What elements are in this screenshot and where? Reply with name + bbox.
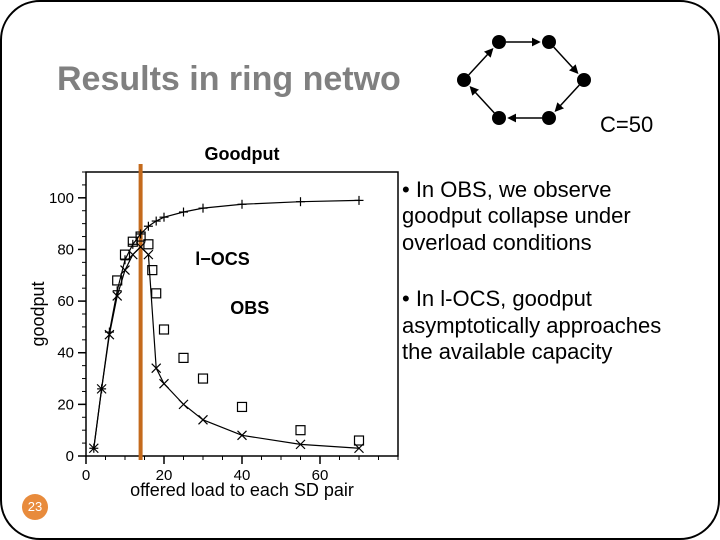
svg-text:0: 0 (82, 467, 90, 484)
chart-svg: 0204060020406080100Goodputoffered load t… (28, 142, 408, 502)
svg-text:offered load to each SD pair: offered load to each SD pair (130, 480, 354, 500)
svg-text:100: 100 (49, 190, 74, 207)
bullet-2: • In l-OCS, goodput asymptotically appro… (402, 286, 692, 365)
slide-frame: Results in ring netwo C=50 • In OBS, we … (0, 0, 720, 540)
svg-text:goodput: goodput (28, 281, 48, 346)
svg-text:OBS: OBS (230, 298, 269, 318)
svg-text:20: 20 (57, 396, 74, 413)
svg-text:60: 60 (57, 293, 74, 310)
capacity-label: C=50 (600, 112, 653, 138)
slide-title: Results in ring netwo (57, 60, 401, 99)
svg-text:80: 80 (57, 241, 74, 258)
svg-text:l−OCS: l−OCS (195, 249, 250, 269)
ring-network-diagram (444, 30, 604, 130)
ring-svg (444, 30, 604, 130)
page-number-badge: 23 (22, 494, 48, 520)
goodput-chart: 0204060020406080100Goodputoffered load t… (28, 142, 408, 502)
bullet-list: • In OBS, we observe goodput collapse un… (402, 177, 692, 395)
bullet-1: • In OBS, we observe goodput collapse un… (402, 177, 692, 256)
svg-text:0: 0 (66, 448, 74, 465)
svg-text:Goodput: Goodput (205, 144, 280, 164)
svg-text:40: 40 (57, 345, 74, 362)
